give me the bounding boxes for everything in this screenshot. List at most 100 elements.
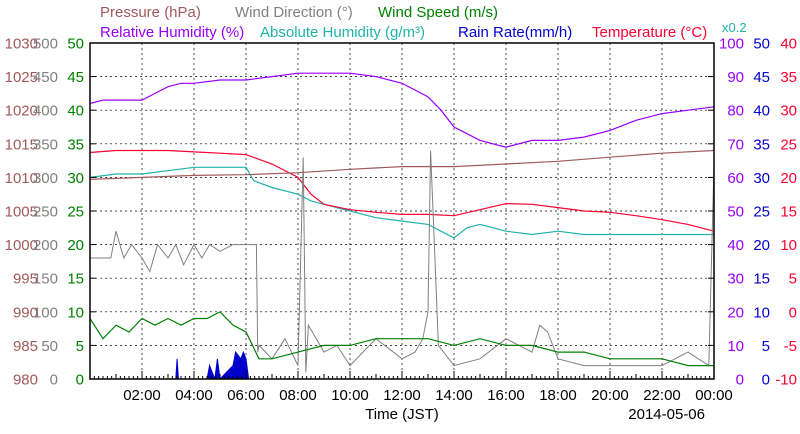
tick-pressure: 985 [13,338,38,355]
tick-wind-direction: 50 [41,338,58,355]
tick-temperature: 15 [780,204,797,221]
series-wind-speed-m-s [89,311,714,367]
tick-humidity: 30 [727,271,744,288]
tick-wind-direction: 400 [33,103,58,120]
tick-humidity: 80 [727,103,744,120]
tick-wind-speed: 50 [67,36,84,53]
tick-wind-speed: 5 [76,338,84,355]
legend-temperature: Temperature (°C) [592,24,707,41]
x-tick-label: 04:00 [175,387,213,404]
tick-pressure: 1025 [5,69,38,86]
tick-wind-speed: 45 [67,69,84,86]
tick-rain: 15 [753,271,770,288]
tick-wind-speed: 25 [67,204,84,221]
tick-pressure: 980 [13,372,38,389]
tick-temperature: 30 [780,103,797,120]
tick-wind-speed: 30 [67,170,84,187]
tick-humidity: 90 [727,69,744,86]
tick-wind-direction: 150 [33,271,58,288]
x-tick-label: 16:00 [487,387,525,404]
legend-pressure: Pressure (hPa) [100,4,201,21]
x-tick-label: 14:00 [435,387,473,404]
legend-rain-rate: Rain Rate(mm/h) [458,24,572,41]
tick-wind-direction: 500 [33,36,58,53]
tick-pressure: 1030 [5,36,38,53]
x-tick-label: 18:00 [539,387,577,404]
series-layer [89,72,715,381]
date-label: 2014-05-06 [628,406,705,423]
tick-temperature: -5 [784,338,797,355]
tick-humidity: 40 [727,237,744,254]
tick-rain: 10 [753,304,770,321]
legend-abs-humidity-scale: x0.2 [722,20,747,35]
tick-rain: 20 [753,237,770,254]
x-tick-label: 06:00 [227,387,265,404]
tick-humidity: 60 [727,170,744,187]
tick-pressure: 995 [13,271,38,288]
tick-temperature: 20 [780,170,797,187]
legend-wind-speed: Wind Speed (m/s) [378,4,498,21]
tick-temperature: 25 [780,136,797,153]
tick-wind-speed: 15 [67,271,84,288]
tick-wind-direction: 0 [50,372,58,389]
tick-temperature: 0 [789,304,797,321]
series-pressure-hpa [89,149,715,180]
tick-temperature: 10 [780,237,797,254]
x-tick-label: 00:00 [695,387,733,404]
tick-rain: 40 [753,103,770,120]
tick-pressure: 1005 [5,204,38,221]
tick-wind-direction: 300 [33,170,58,187]
tick-wind-speed: 35 [67,136,84,153]
legend-absolute-humidity: Absolute Humidity (g/m³) [260,24,425,41]
tick-pressure: 1000 [5,237,38,254]
tick-humidity: 50 [727,204,744,221]
tick-wind-direction: 250 [33,204,58,221]
tick-rain: 0 [762,372,770,389]
grid [90,43,714,379]
tick-wind-speed: 40 [67,103,84,120]
tick-wind-direction: 350 [33,136,58,153]
x-tick-label: 02:00 [123,387,161,404]
tick-wind-direction: 100 [33,304,58,321]
tick-pressure: 1020 [5,103,38,120]
tick-humidity: 100 [719,36,744,53]
legend-wind-direction: Wind Direction (°) [235,4,353,21]
tick-rain: 30 [753,170,770,187]
tick-humidity: 10 [727,338,744,355]
tick-pressure: 990 [13,304,38,321]
tick-wind-speed: 20 [67,237,84,254]
x-tick-label: 20:00 [591,387,629,404]
tick-wind-speed: 10 [67,304,84,321]
x-axis-label: Time (JST) [365,406,439,423]
tick-wind-direction: 200 [33,237,58,254]
tick-wind-direction: 450 [33,69,58,86]
tick-humidity: 20 [727,304,744,321]
x-tick-label: 12:00 [383,387,421,404]
x-tick-label: 22:00 [643,387,681,404]
legend-relative-humidity: Relative Humidity (%) [100,24,244,41]
series-temperature-c [89,149,715,232]
tick-rain: 50 [753,36,770,53]
tick-humidity: 70 [727,136,744,153]
series-wind-direction [90,150,715,373]
tick-rain: 45 [753,69,770,86]
legend: Pressure (hPa) Wind Direction (°) Wind S… [100,4,747,41]
tick-temperature: 5 [789,271,797,288]
series-relative-humidity [89,72,715,148]
x-tick-label: 10:00 [331,387,369,404]
tick-wind-speed: 0 [76,372,84,389]
tick-temperature: -10 [775,372,797,389]
tick-pressure: 1010 [5,170,38,187]
tick-pressure: 1015 [5,136,38,153]
axes-layer: 1030102510201015101010051000995990985980… [5,36,797,405]
tick-rain: 35 [753,136,770,153]
tick-rain: 25 [753,204,770,221]
x-tick-label: 08:00 [279,387,317,404]
tick-rain: 5 [762,338,770,355]
tick-humidity: 0 [736,372,744,389]
tick-temperature: 35 [780,69,797,86]
series-absolute-humidity-g-m-x0-2 [89,166,714,239]
tick-temperature: 40 [780,36,797,53]
series-rain-rate [175,350,250,381]
